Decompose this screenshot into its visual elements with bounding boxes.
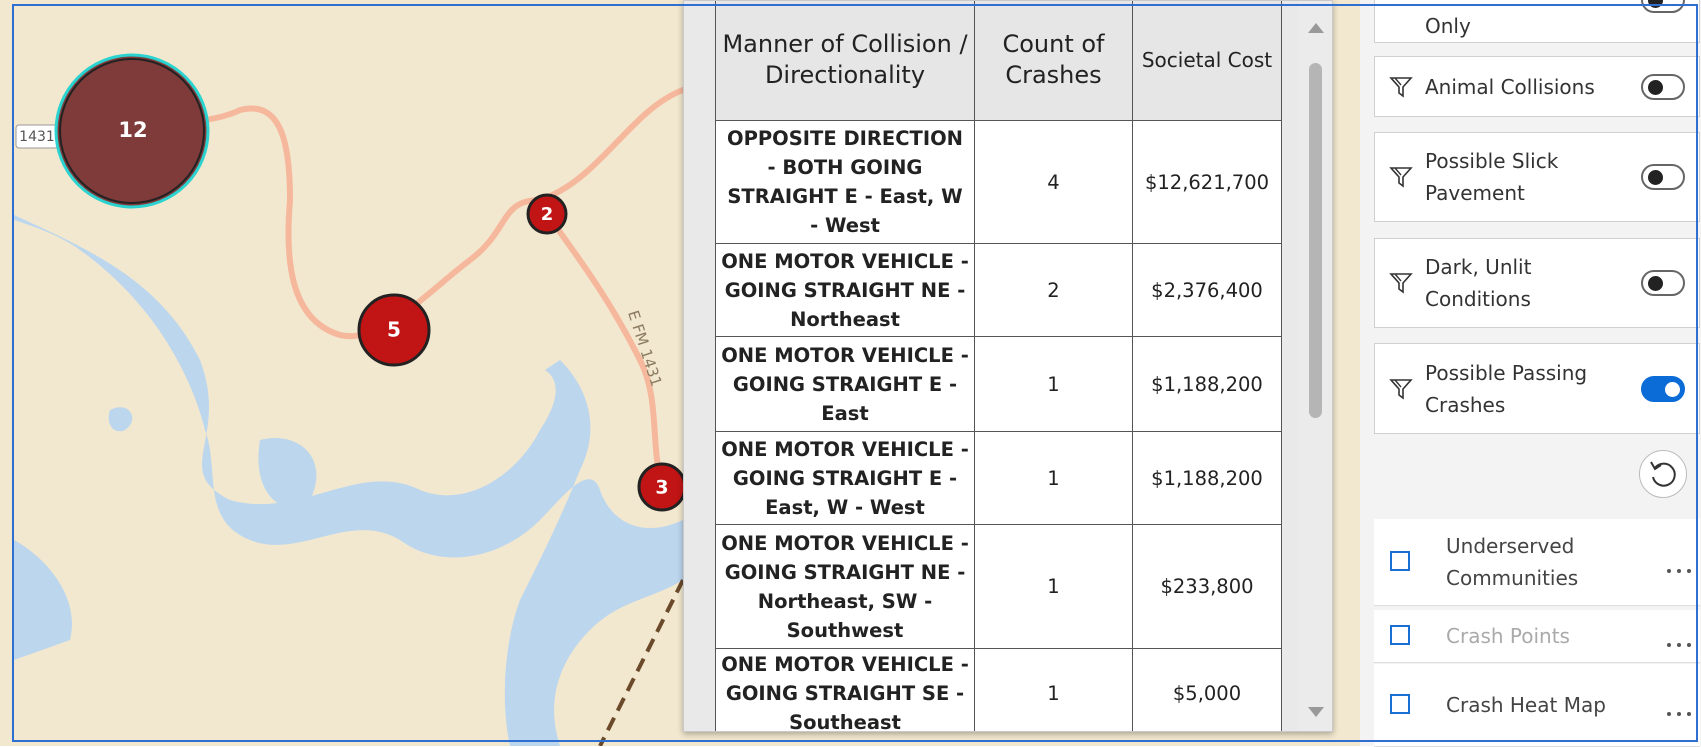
table-row: ONE MOTOR VEHICLE - GOING STRAIGHT E - E…: [716, 432, 1282, 525]
table-cell: $233,800: [1133, 525, 1282, 649]
toggle[interactable]: [1641, 164, 1685, 190]
table-row: ONE MOTOR VEHICLE - GOING STRAIGHT NE - …: [716, 244, 1282, 337]
cluster-label: 3: [655, 477, 668, 499]
table-row: OPPOSITE DIRECTION - BOTH GOING STRAIGHT…: [716, 121, 1282, 244]
cluster-label: 2: [541, 204, 554, 225]
reset-button[interactable]: [1639, 450, 1687, 498]
cluster[interactable]: 5: [359, 295, 429, 365]
filter-label: Possible Slick Pavement: [1425, 145, 1605, 209]
toggle-knob: [1648, 0, 1663, 8]
page: {"map": {"clusters": [{"label": "12"}, {…: [0, 0, 1701, 746]
layer-checkbox[interactable]: [1390, 551, 1410, 571]
layer-label: Crash Heat Map: [1446, 689, 1616, 721]
filter-label: Dark, Unlit Conditions: [1425, 251, 1605, 315]
layer-label: Underserved Communities: [1446, 530, 1616, 594]
table-cell: 4: [975, 121, 1133, 244]
table-cell: ONE MOTOR VEHICLE - GOING STRAIGHT E - E…: [716, 432, 975, 525]
scrollbar[interactable]: [1298, 1, 1333, 732]
toggle[interactable]: [1641, 74, 1685, 100]
toggle-knob: [1648, 80, 1663, 95]
toggle[interactable]: [1641, 270, 1685, 296]
table-cell: 1: [975, 337, 1133, 432]
toggle-knob: [1648, 276, 1663, 291]
toggle[interactable]: [1641, 0, 1685, 13]
road-label: 1431: [19, 129, 55, 145]
scroll-up[interactable]: [1308, 23, 1324, 33]
table-cell: $5,000: [1133, 649, 1282, 733]
cluster[interactable]: 3: [639, 464, 685, 510]
table-cell: ONE MOTOR VEHICLE - GOING STRAIGHT NE - …: [716, 244, 975, 337]
cluster-label: 12: [118, 118, 147, 142]
table-cell: 2: [975, 244, 1133, 337]
filter-card: Dark, Unlit Conditions: [1374, 238, 1700, 328]
layer-menu[interactable]: [1666, 559, 1692, 578]
column-header: Count of Crashes: [975, 0, 1133, 121]
table-cell: $1,188,200: [1133, 432, 1282, 525]
table-cell: $2,376,400: [1133, 244, 1282, 337]
toggle-knob: [1648, 170, 1663, 185]
layer-checkbox[interactable]: [1390, 625, 1410, 645]
toggle-knob: [1665, 382, 1680, 397]
table-row: ONE MOTOR VEHICLE - GOING STRAIGHT E - E…: [716, 337, 1282, 432]
filter-label: Animal Collisions: [1425, 71, 1605, 103]
table-cell: $12,621,700: [1133, 121, 1282, 244]
table-cell: 1: [975, 432, 1133, 525]
layer-item: Crash Heat Map: [1374, 664, 1700, 747]
layer-item: Crash Points: [1374, 610, 1700, 663]
layer-menu[interactable]: [1666, 702, 1692, 721]
toggle[interactable]: [1641, 376, 1685, 402]
cluster[interactable]: 2: [528, 195, 566, 233]
table-cell: ONE MOTOR VEHICLE - GOING STRAIGHT NE - …: [716, 525, 975, 649]
table-row: ONE MOTOR VEHICLE - GOING STRAIGHT SE - …: [716, 649, 1282, 733]
filter-label: Only: [1425, 10, 1605, 42]
table-cell: $1,188,200: [1133, 337, 1282, 432]
table-cell: 1: [975, 525, 1133, 649]
filter-label: Possible Passing Crashes: [1425, 357, 1605, 421]
scroll-down[interactable]: [1308, 707, 1324, 717]
layer-label: Crash Points: [1446, 620, 1616, 652]
filter-card: Animal Collisions: [1374, 56, 1700, 117]
table-cell: ONE MOTOR VEHICLE - GOING STRAIGHT SE - …: [716, 649, 975, 733]
layer-checkbox[interactable]: [1390, 694, 1410, 714]
table-cell: 1: [975, 649, 1133, 733]
column-header: Manner of Collision / Directionality: [716, 0, 975, 121]
layer-menu[interactable]: [1666, 633, 1692, 652]
layer-item: Underserved Communities: [1374, 519, 1700, 606]
filter-card: Possible Passing Crashes: [1374, 343, 1700, 434]
table-row: ONE MOTOR VEHICLE - GOING STRAIGHT NE - …: [716, 525, 1282, 649]
table-cell: ONE MOTOR VEHICLE - GOING STRAIGHT E - E…: [716, 337, 975, 432]
scroll-thumb[interactable]: [1309, 63, 1322, 418]
column-header: Societal Cost: [1133, 0, 1282, 121]
table-cell: OPPOSITE DIRECTION - BOTH GOING STRAIGHT…: [716, 121, 975, 244]
filter-card: Only: [1374, 0, 1700, 43]
side-panel: Only Animal Collisions Possible Slick Pave…: [1360, 0, 1701, 746]
cluster[interactable]: 12: [56, 55, 208, 207]
cluster-label: 5: [387, 318, 401, 342]
filter-card: Possible Slick Pavement: [1374, 132, 1700, 222]
